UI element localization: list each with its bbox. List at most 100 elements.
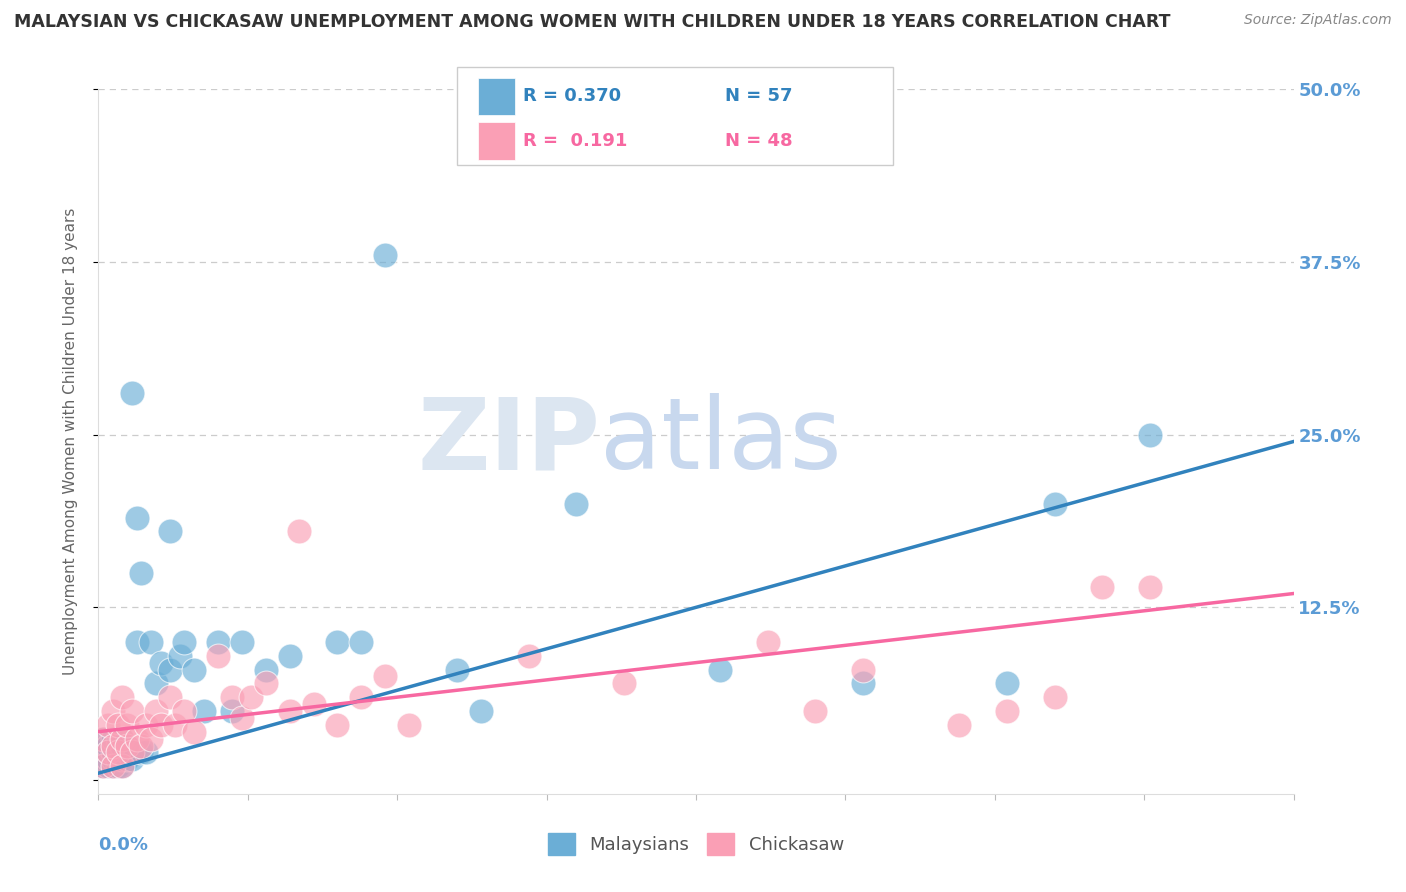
Point <box>115 746 138 760</box>
Point <box>91 746 114 760</box>
Point <box>111 731 134 746</box>
Point <box>948 718 970 732</box>
Point <box>97 739 120 753</box>
Point <box>97 752 120 766</box>
Point <box>350 635 373 649</box>
Point <box>131 739 153 753</box>
Point <box>231 711 253 725</box>
Point <box>613 676 636 690</box>
Point <box>131 566 153 580</box>
Point <box>91 731 114 746</box>
Point <box>101 746 124 760</box>
Point <box>145 676 167 690</box>
Point <box>326 718 349 732</box>
Point <box>135 746 157 760</box>
Point <box>278 648 301 663</box>
Text: N = 57: N = 57 <box>725 87 793 105</box>
Point <box>97 759 120 773</box>
Point <box>121 704 143 718</box>
Point <box>139 635 162 649</box>
Point <box>107 746 129 760</box>
Point <box>101 739 124 753</box>
Text: 0.0%: 0.0% <box>98 836 149 855</box>
Point <box>159 524 181 539</box>
Point <box>852 676 875 690</box>
Legend: Malaysians, Chickasaw: Malaysians, Chickasaw <box>541 826 851 863</box>
Point <box>121 752 143 766</box>
Point <box>470 704 492 718</box>
Text: atlas: atlas <box>600 393 842 490</box>
Point <box>207 648 229 663</box>
Point <box>111 690 134 705</box>
Point <box>125 635 148 649</box>
Point <box>101 752 124 766</box>
Point <box>101 704 124 718</box>
Point <box>995 704 1018 718</box>
Point <box>121 746 143 760</box>
Point <box>852 663 875 677</box>
Text: R =  0.191: R = 0.191 <box>523 132 627 150</box>
Point <box>97 718 120 732</box>
Point <box>804 704 827 718</box>
Point <box>107 759 129 773</box>
Text: N = 48: N = 48 <box>725 132 793 150</box>
Point <box>995 676 1018 690</box>
Y-axis label: Unemployment Among Women with Children Under 18 years: Unemployment Among Women with Children U… <box>63 208 77 675</box>
Point <box>115 739 138 753</box>
Point <box>101 731 124 746</box>
Point <box>115 739 138 753</box>
Point <box>139 731 162 746</box>
Point <box>254 676 277 690</box>
Point <box>131 746 153 760</box>
Point <box>149 656 172 670</box>
Point <box>101 759 124 773</box>
Point <box>159 663 181 677</box>
Point <box>193 704 215 718</box>
Point <box>135 718 157 732</box>
Point <box>121 746 143 760</box>
Point <box>173 635 195 649</box>
Point <box>107 718 129 732</box>
Point <box>221 704 243 718</box>
Point <box>709 663 731 677</box>
Point <box>1043 690 1066 705</box>
Point <box>107 752 129 766</box>
Point <box>1139 427 1161 442</box>
Point <box>1139 580 1161 594</box>
Point <box>169 648 191 663</box>
Point <box>111 731 134 746</box>
Text: Source: ZipAtlas.com: Source: ZipAtlas.com <box>1244 13 1392 28</box>
Point <box>101 759 124 773</box>
Point <box>1091 580 1114 594</box>
Text: MALAYSIAN VS CHICKASAW UNEMPLOYMENT AMONG WOMEN WITH CHILDREN UNDER 18 YEARS COR: MALAYSIAN VS CHICKASAW UNEMPLOYMENT AMON… <box>14 13 1171 31</box>
Point <box>288 524 311 539</box>
Point <box>183 724 205 739</box>
Point <box>111 739 134 753</box>
Point <box>115 718 138 732</box>
Text: R = 0.370: R = 0.370 <box>523 87 621 105</box>
Point <box>374 669 396 683</box>
Point <box>101 739 124 753</box>
Point <box>231 635 253 649</box>
Point <box>107 731 129 746</box>
Point <box>350 690 373 705</box>
Point <box>254 663 277 677</box>
Point <box>326 635 349 649</box>
Point <box>240 690 263 705</box>
Point <box>565 497 588 511</box>
Point <box>374 248 396 262</box>
Point <box>125 510 148 524</box>
Point <box>446 663 468 677</box>
Point <box>149 718 172 732</box>
Point <box>159 690 181 705</box>
Point <box>111 752 134 766</box>
Point <box>97 746 120 760</box>
Point <box>398 718 420 732</box>
Point <box>121 386 143 401</box>
Point <box>125 731 148 746</box>
Point <box>183 663 205 677</box>
Point <box>278 704 301 718</box>
Point <box>107 739 129 753</box>
Point <box>1043 497 1066 511</box>
Point <box>91 759 114 773</box>
